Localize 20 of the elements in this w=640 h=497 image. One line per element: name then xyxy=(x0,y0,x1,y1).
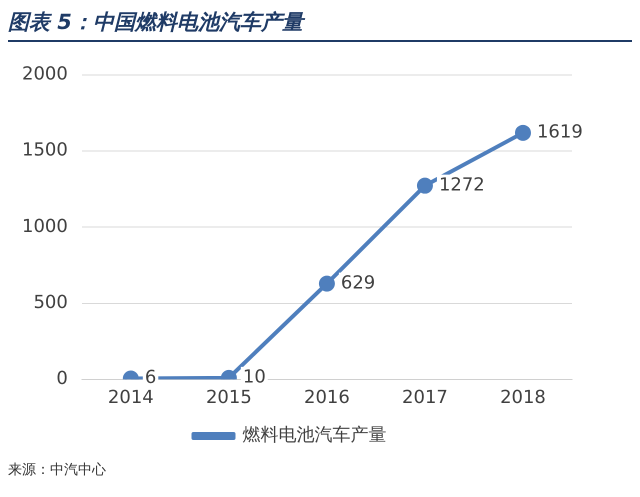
point xyxy=(416,178,433,194)
chart-title: 图表 5：中国燃料电池汽车产量 xyxy=(8,8,632,42)
x-tick-label: 2018 xyxy=(500,386,546,408)
y-tick-label: 1000 xyxy=(22,216,68,237)
point xyxy=(514,124,531,141)
x-tick-label: 2015 xyxy=(206,386,252,408)
data-label: 1619 xyxy=(536,122,583,142)
data-label: 6 xyxy=(144,367,156,388)
legend-label: 燃料电池汽车产量 xyxy=(242,424,386,446)
data-label: 629 xyxy=(340,272,376,294)
data-label: 1272 xyxy=(438,174,485,196)
y-tick-label: 1500 xyxy=(22,140,68,161)
x-tick-label: 2016 xyxy=(304,386,350,408)
source-note: 来源：中汽中心 xyxy=(8,461,107,479)
x-tick-label: 2017 xyxy=(402,386,448,408)
y-tick-label: 500 xyxy=(33,292,68,313)
y-tick-label: 0 xyxy=(56,368,68,390)
y-tick-label: 2000 xyxy=(22,63,68,84)
x-tick-label: 2014 xyxy=(108,386,154,408)
data-label: 10 xyxy=(242,366,266,388)
